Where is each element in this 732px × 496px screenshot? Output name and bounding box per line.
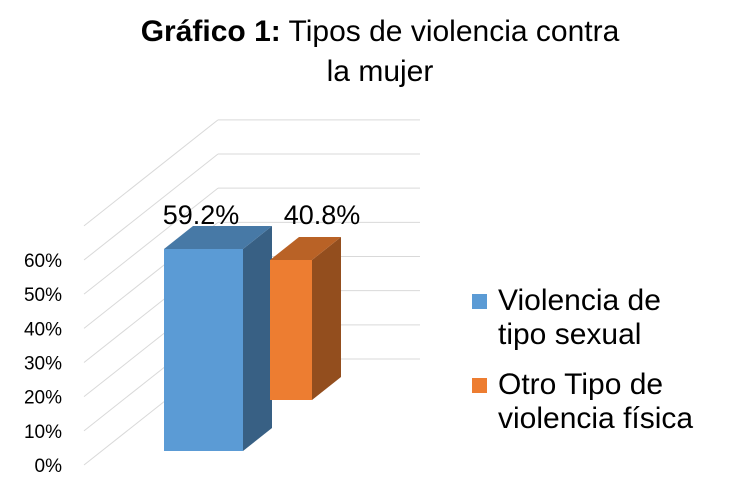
y-tick-label: 20% [24,388,62,409]
y-tick-label: 30% [24,354,62,375]
y-tick-label: 60% [24,251,62,272]
legend-item-sexual: Violencia de tipo sexual [466,284,726,352]
bar-side [243,226,272,451]
chart-title: Gráfico 1: Tipos de violencia contra la … [0,12,732,92]
bar [270,260,312,400]
y-tick-label: 0% [35,456,63,477]
legend-label-sexual-2: tipo sexual [498,318,642,351]
bar [164,249,243,451]
side-gridline [83,187,219,295]
y-tick-label: 10% [24,422,62,443]
data-label: 40.8% [284,200,361,230]
legend-item-fisica: Otro Tipo de violencia física [466,368,726,436]
data-label: 59.2% [163,200,240,230]
chart-title-bold: Gráfico 1: [140,15,281,48]
side-gridline [83,119,219,227]
legend-label-sexual-1: Violencia de [498,284,661,317]
legend: Violencia de tipo sexual Otro Tipo de vi… [466,284,726,452]
legend-swatch-fisica [472,378,487,393]
chart-title-line2: la mujer [326,55,434,88]
side-gridline [83,153,219,261]
y-tick-label: 40% [24,319,62,340]
legend-label-fisica-1: Otro Tipo de [498,368,664,401]
legend-label-fisica-2: violencia física [498,402,694,435]
bar-top [164,226,272,249]
bar-top [270,237,341,260]
chart-title-rest: Tipos de violencia contra [280,15,620,48]
legend-swatch-sexual [472,294,487,309]
bar-side [312,237,341,400]
y-tick-label: 50% [24,285,62,306]
